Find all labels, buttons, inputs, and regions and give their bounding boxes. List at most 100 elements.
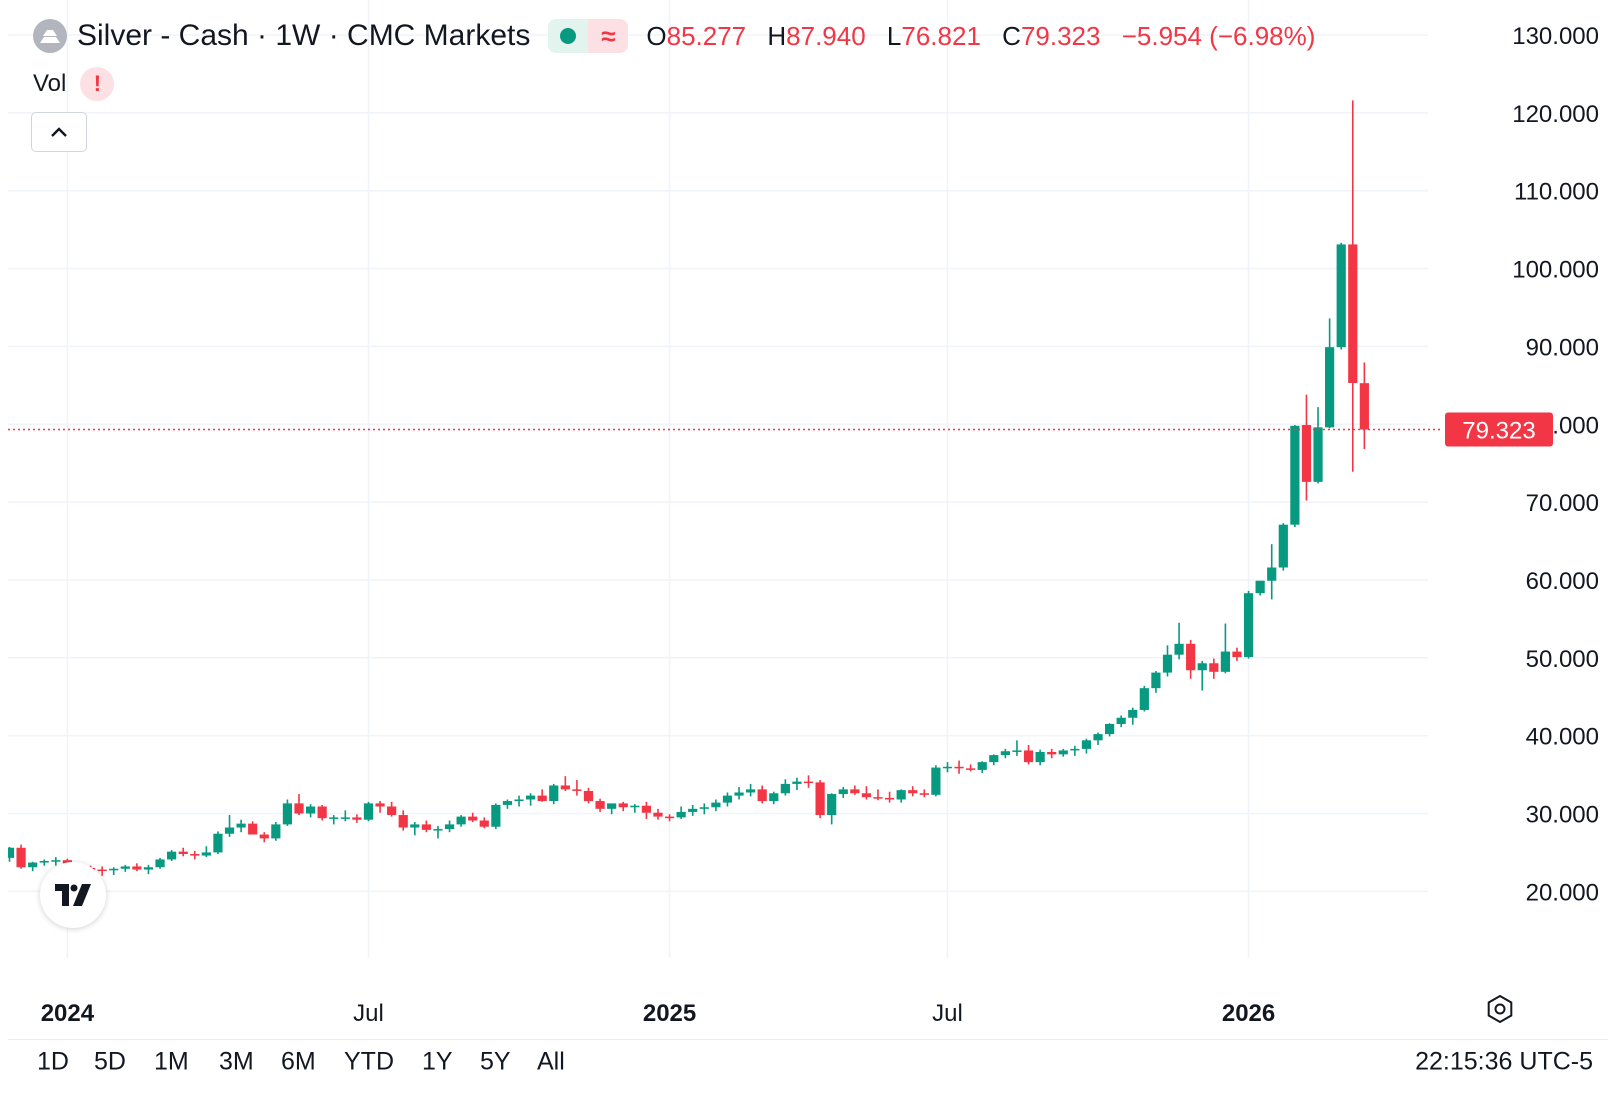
candle-body[interactable] [1116, 717, 1126, 724]
candle-body[interactable] [1093, 734, 1103, 741]
candle-body[interactable] [421, 824, 431, 830]
volume-label[interactable]: Vol [33, 70, 67, 97]
collapse-legend-button[interactable] [31, 112, 87, 152]
candle-body[interactable] [1070, 748, 1080, 751]
candle-body[interactable] [711, 802, 721, 808]
candle-body[interactable] [201, 852, 211, 856]
candle-body[interactable] [213, 833, 223, 853]
range-button-3m[interactable]: 3M [219, 1047, 254, 1076]
candle-body[interactable] [850, 789, 860, 794]
candle-body[interactable] [942, 766, 953, 769]
candle-body[interactable] [757, 789, 767, 802]
candle-body[interactable] [1151, 672, 1161, 689]
candle-body[interactable] [1267, 567, 1277, 581]
volume-alert-icon[interactable]: ! [80, 67, 115, 101]
candle-body[interactable] [977, 762, 987, 770]
candle-body[interactable] [190, 853, 200, 856]
candle-body[interactable] [1012, 750, 1022, 752]
candle-body[interactable] [815, 782, 825, 816]
candle-body[interactable] [178, 851, 188, 854]
candle-body[interactable] [305, 806, 316, 814]
candle-body[interactable] [1243, 593, 1254, 658]
candle-body[interactable] [1278, 524, 1288, 568]
candle-body[interactable] [896, 790, 906, 800]
candle-body[interactable] [1139, 688, 1149, 710]
candle-body[interactable] [479, 820, 489, 827]
candle-body[interactable] [1359, 383, 1369, 430]
candle-body[interactable] [1081, 740, 1092, 749]
range-button-6m[interactable]: 6M [281, 1047, 316, 1076]
candle-body[interactable] [1174, 643, 1184, 655]
candle-body[interactable] [954, 766, 964, 769]
candle-body[interactable] [734, 792, 744, 796]
candle-body[interactable] [16, 847, 26, 868]
candle-body[interactable] [1047, 751, 1057, 755]
candle-body[interactable] [1255, 580, 1265, 594]
market-status-pill[interactable]: ≈ [548, 19, 629, 53]
candle-body[interactable] [1197, 663, 1207, 671]
candle-body[interactable] [1186, 643, 1196, 671]
candle-body[interactable] [1336, 244, 1346, 348]
candle-body[interactable] [1220, 651, 1230, 672]
candle-body[interactable] [722, 795, 733, 803]
range-button-5y[interactable]: 5Y [480, 1047, 511, 1076]
price-chart[interactable]: 130.000120.000110.000100.00090.00080.000… [8, 0, 1608, 1040]
candle-body[interactable] [1313, 427, 1323, 482]
candle-body[interactable] [780, 783, 790, 794]
candle-body[interactable] [630, 805, 640, 808]
candle-body[interactable] [282, 803, 293, 825]
candle-body[interactable] [352, 817, 362, 820]
candle-body[interactable] [51, 860, 61, 862]
candle-body[interactable] [340, 817, 350, 819]
candle-body[interactable] [607, 803, 617, 809]
candle-body[interactable] [861, 793, 872, 798]
candle-body[interactable] [664, 816, 675, 819]
range-button-ytd[interactable]: YTD [344, 1047, 394, 1076]
candle-body[interactable] [549, 785, 559, 802]
candle-body[interactable] [908, 790, 918, 794]
range-button-1m[interactable]: 1M [154, 1047, 189, 1076]
candle-body[interactable] [155, 859, 165, 868]
candle-body[interactable] [537, 795, 547, 802]
candle-body[interactable] [572, 789, 582, 791]
candle-body[interactable] [1058, 750, 1068, 755]
candle-body[interactable] [167, 851, 177, 860]
market-open-dot-icon[interactable] [548, 19, 589, 53]
range-button-all[interactable]: All [537, 1047, 565, 1076]
clock[interactable]: 22:15:36 UTC-5 [1415, 1047, 1593, 1076]
candle-body[interactable] [271, 824, 281, 839]
candle-body[interactable] [8, 847, 15, 858]
delayed-data-icon[interactable]: ≈ [588, 19, 629, 53]
candle-body[interactable] [259, 834, 269, 839]
candle-body[interactable] [919, 793, 929, 795]
candle-body[interactable] [1348, 244, 1358, 383]
candle-body[interactable] [28, 862, 38, 868]
candle-body[interactable] [1232, 651, 1242, 658]
candle-body[interactable] [132, 866, 142, 870]
candle-body[interactable] [224, 827, 235, 834]
candle-body[interactable] [792, 781, 802, 784]
candle-body[interactable] [97, 869, 107, 872]
candle-body[interactable] [387, 806, 397, 816]
candle-body[interactable] [317, 806, 327, 819]
candle-body[interactable] [1023, 750, 1034, 763]
candle-body[interactable] [433, 829, 443, 831]
candle-body[interactable] [294, 803, 304, 814]
candle-body[interactable] [456, 816, 466, 825]
candle-body[interactable] [1128, 709, 1138, 718]
candle-body[interactable] [746, 789, 756, 793]
candle-body[interactable] [514, 799, 524, 802]
candle-body[interactable] [410, 824, 420, 828]
candle-body[interactable] [699, 807, 709, 809]
candle-body[interactable] [1035, 751, 1045, 763]
candle-body[interactable] [1105, 723, 1115, 735]
candle-body[interactable] [491, 804, 501, 827]
candle-body[interactable] [838, 789, 848, 795]
candle-body[interactable] [989, 755, 999, 763]
candle-body[interactable] [688, 808, 698, 812]
candle-body[interactable] [641, 805, 651, 813]
candle-body[interactable] [39, 860, 49, 863]
symbol-title[interactable]: Silver - Cash · 1W · CMC Markets [77, 19, 531, 52]
candle-body[interactable] [827, 794, 837, 816]
candle-body[interactable] [803, 781, 814, 784]
